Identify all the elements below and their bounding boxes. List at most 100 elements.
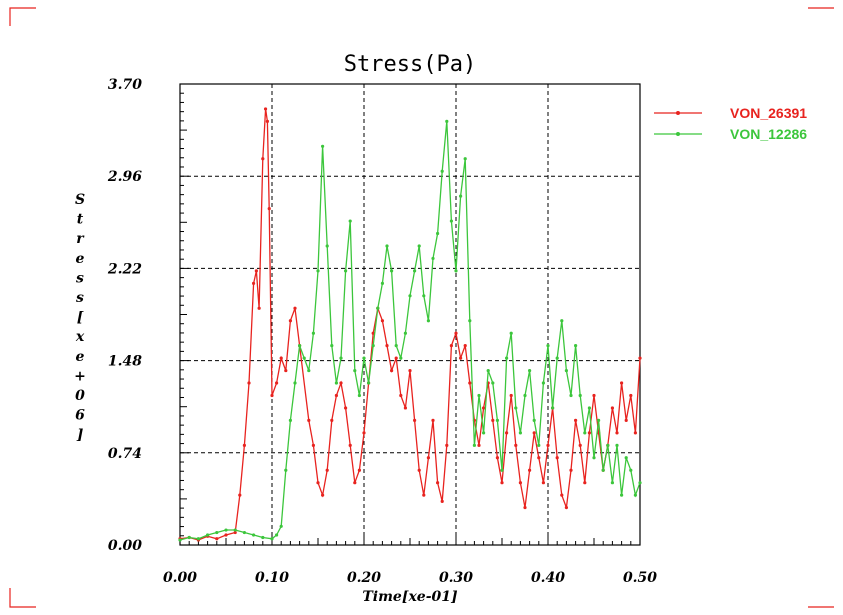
data-point: [215, 537, 219, 541]
data-point: [601, 468, 605, 472]
data-point: [224, 533, 228, 537]
data-point: [325, 244, 329, 248]
data-point: [505, 431, 509, 435]
data-point: [426, 319, 430, 323]
data-point: [233, 528, 237, 532]
data-point: [307, 418, 311, 423]
data-point: [321, 493, 325, 497]
legend-label: VON_26391: [730, 105, 807, 121]
data-point: [482, 431, 486, 435]
data-point: [215, 530, 219, 535]
data-point: [587, 431, 592, 435]
x-tick-label: 0.00: [163, 570, 197, 586]
data-point: [307, 368, 311, 373]
x-tick-label: 0.20: [347, 570, 381, 586]
y-label-char: ]: [76, 427, 84, 443]
data-point: [638, 481, 642, 485]
data-point: [339, 381, 343, 385]
data-point: [311, 443, 315, 447]
y-label-char: 0: [75, 388, 85, 404]
data-point: [454, 269, 458, 273]
plot-area: [179, 83, 641, 546]
data-point: [344, 406, 348, 410]
y-label-char: x: [75, 329, 85, 345]
data-point: [353, 481, 357, 485]
data-point: [514, 406, 518, 410]
data-point: [330, 344, 334, 348]
data-point: [514, 443, 518, 447]
data-point: [252, 281, 256, 285]
plot-border: [179, 83, 641, 546]
data-point: [578, 393, 582, 398]
data-point: [574, 344, 578, 348]
data-point: [284, 368, 288, 373]
x-axis-label: Time[xe-01]: [362, 589, 458, 605]
data-point: [638, 356, 642, 360]
data-point: [399, 356, 403, 360]
y-label-char: r: [76, 231, 85, 247]
data-point: [431, 418, 435, 423]
data-point: [440, 169, 444, 173]
data-point: [403, 331, 407, 335]
y-tick-label: 1.48: [108, 354, 142, 370]
data-point: [270, 393, 274, 398]
data-point: [339, 356, 343, 360]
data-point: [422, 493, 426, 497]
data-point: [560, 493, 564, 497]
data-point: [348, 443, 352, 447]
data-point: [541, 481, 546, 485]
data-point: [187, 535, 191, 540]
data-point: [362, 356, 366, 360]
data-point: [477, 393, 481, 398]
data-point: [624, 418, 628, 423]
data-point: [334, 381, 338, 385]
data-point: [325, 468, 329, 472]
data-point: [633, 431, 638, 435]
data-point: [491, 381, 495, 385]
data-point: [270, 537, 274, 541]
data-point: [298, 344, 302, 348]
data-point: [426, 456, 430, 460]
data-point: [597, 418, 601, 423]
data-point: [385, 344, 389, 348]
series-line: [179, 108, 641, 541]
data-point: [261, 535, 265, 540]
data-point: [293, 306, 297, 310]
data-point: [257, 306, 261, 310]
data-point: [569, 393, 573, 398]
x-tick-label: 0.50: [623, 570, 657, 586]
data-point: [445, 443, 449, 447]
legend-label: VON_12286: [730, 126, 807, 142]
data-point: [254, 269, 258, 273]
data-point: [454, 331, 458, 335]
data-point: [390, 368, 394, 373]
data-point: [620, 381, 624, 385]
x-axis: 0.00 0.10 0.20 0.30 0.40 0.50: [163, 536, 657, 586]
data-point: [459, 356, 463, 360]
data-point: [495, 456, 499, 460]
data-point: [380, 319, 384, 323]
data-point: [610, 481, 615, 485]
data-point: [541, 381, 546, 385]
data-point: [509, 331, 513, 335]
frame-corners: [9, 7, 834, 608]
data-point: [569, 468, 573, 472]
data-point: [528, 468, 532, 472]
data-point: [560, 319, 564, 323]
data-point: [606, 443, 610, 447]
data-point: [620, 493, 624, 497]
series-layer: [178, 107, 642, 542]
data-point: [468, 319, 472, 323]
data-point: [422, 294, 426, 298]
data-point: [449, 219, 453, 223]
data-point: [615, 443, 619, 447]
data-point: [233, 530, 237, 535]
x-tick-label: 0.30: [439, 570, 473, 586]
data-point: [316, 481, 320, 485]
data-point: [555, 456, 559, 460]
data-point: [367, 381, 371, 385]
y-tick-label: 2.96: [107, 169, 142, 185]
data-point: [321, 144, 325, 148]
data-point: [564, 368, 569, 373]
data-point: [610, 406, 615, 410]
